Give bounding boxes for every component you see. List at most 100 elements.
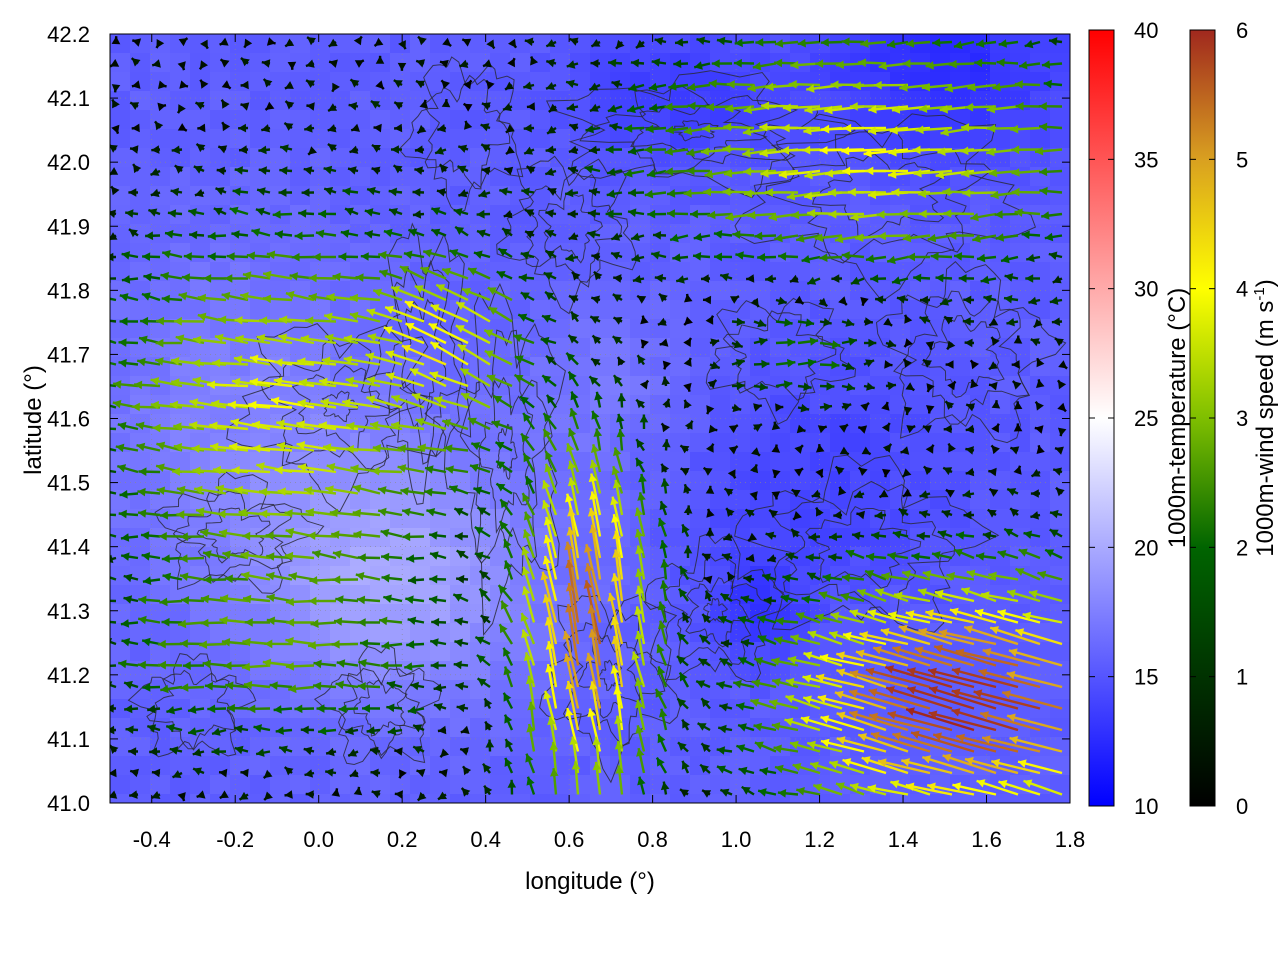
temperature-cell xyxy=(290,243,311,263)
wind-vector-head xyxy=(328,38,338,47)
wind-vector-head xyxy=(287,61,297,70)
temperature-cell xyxy=(850,414,871,434)
wind-vector xyxy=(526,102,535,111)
temperature-cell xyxy=(650,129,671,149)
wind-vector xyxy=(1010,124,1041,134)
wind-vector-head xyxy=(178,38,188,47)
temperature-cell xyxy=(1030,452,1051,472)
temperature-cell xyxy=(690,775,711,795)
wind-vector-head xyxy=(238,123,247,133)
temperature-cell xyxy=(1030,357,1051,377)
wind-vector-head xyxy=(545,145,554,155)
temperature-cell xyxy=(590,281,611,301)
temperature-cell xyxy=(450,604,471,624)
temperature-cell xyxy=(230,357,251,377)
wind-vector-head xyxy=(644,145,653,154)
temperature-cell xyxy=(590,661,611,681)
wind-vector-head xyxy=(591,39,601,47)
temperature-cell xyxy=(790,281,811,301)
temperature-cell xyxy=(1010,794,1031,803)
wind-vector xyxy=(221,80,232,90)
wind-vector xyxy=(176,104,186,114)
wind-vector xyxy=(686,166,710,176)
temperature-cell xyxy=(1050,680,1070,700)
temperature-cell xyxy=(370,224,391,244)
wind-vector xyxy=(457,144,469,153)
temperature-cell xyxy=(770,718,791,738)
wind-vector-head xyxy=(462,38,472,47)
temperature-cell xyxy=(710,642,731,662)
temperature-cell xyxy=(190,243,211,263)
wind-vector xyxy=(129,145,139,154)
wind-vector xyxy=(154,120,164,131)
temperature-cell xyxy=(1030,566,1051,586)
temperature-cell xyxy=(850,110,871,130)
temperature-cell xyxy=(510,737,531,757)
wind-vector xyxy=(110,59,120,68)
wind-vector xyxy=(668,82,689,91)
wind-vector-head xyxy=(743,105,753,115)
wind-vector-head xyxy=(1049,37,1058,46)
wind-vector-head xyxy=(589,82,599,91)
temperature-cell xyxy=(390,490,411,510)
temperature-cell xyxy=(950,528,971,548)
temperature-cell xyxy=(570,756,591,776)
temperature-cell xyxy=(710,699,731,719)
temperature-cell xyxy=(150,281,171,301)
temperature-cell xyxy=(370,91,391,111)
temperature-cell xyxy=(890,794,911,803)
wind-vector xyxy=(566,60,579,69)
temperature-cell xyxy=(570,433,591,453)
temperature-cell xyxy=(130,110,151,130)
temperature-cell xyxy=(430,642,451,662)
wind-vector xyxy=(774,39,799,48)
wind-vector-head xyxy=(284,123,294,131)
temperature-cell xyxy=(290,319,311,339)
temperature-cell xyxy=(110,794,131,803)
wind-vector xyxy=(434,146,447,155)
wind-vector xyxy=(303,166,315,175)
wind-vector xyxy=(608,58,623,68)
wind-vector xyxy=(584,165,601,174)
temperature-cell xyxy=(490,205,511,225)
wind-vector-head xyxy=(778,170,788,179)
wind-vector xyxy=(131,80,141,89)
wind-vector-head xyxy=(1024,39,1034,49)
temperature-cell xyxy=(410,528,431,548)
temperature-cell xyxy=(490,794,511,803)
temperature-cell xyxy=(690,281,711,301)
temperature-cell xyxy=(290,642,311,662)
temperature-cell xyxy=(390,566,411,586)
temperature-cell xyxy=(430,452,451,472)
temperature-cell xyxy=(130,642,151,662)
temperature-cell xyxy=(710,186,731,206)
temperature-cell xyxy=(710,623,731,643)
wind-vector xyxy=(585,124,601,134)
wind-vector xyxy=(1015,101,1041,111)
temperature-cell xyxy=(1030,72,1051,92)
temperature-cell xyxy=(490,566,511,586)
temperature-cell xyxy=(670,661,691,681)
temperature-cell xyxy=(430,129,451,149)
temperature-cell xyxy=(890,566,911,586)
temperature-cell xyxy=(630,718,651,738)
temperature-cell xyxy=(630,167,651,187)
temperature-cell xyxy=(270,72,291,92)
temperature-cell xyxy=(870,794,891,803)
wind-vector-head xyxy=(463,103,473,112)
wind-vector-head xyxy=(486,39,495,49)
temperature-cell xyxy=(750,433,771,453)
temperature-cell xyxy=(810,129,831,149)
temperature-cell xyxy=(690,718,711,738)
temperature-cell xyxy=(550,376,571,396)
temperature-cell xyxy=(830,566,851,586)
temperature-cell xyxy=(850,471,871,491)
wind-vector xyxy=(258,166,271,175)
temperature-cell xyxy=(1030,509,1051,529)
wind-vector-head xyxy=(761,101,770,111)
wind-vector xyxy=(887,169,931,179)
temperature-cell xyxy=(350,186,371,206)
wind-vector-head xyxy=(323,165,333,175)
wind-vector xyxy=(899,83,931,92)
temperature-cell xyxy=(610,91,631,111)
